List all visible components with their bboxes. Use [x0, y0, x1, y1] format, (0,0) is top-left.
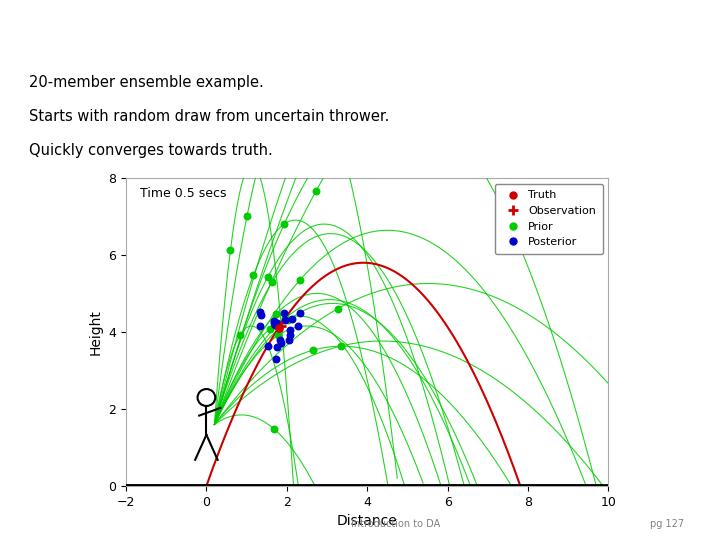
Point: [255, 310, 266, 319]
Point: [272, 331, 284, 340]
Point: [335, 342, 346, 350]
Point: [268, 316, 279, 325]
Point: [262, 273, 274, 281]
Text: Methods: Ensemble Kalman Filter: Methods: Ensemble Kalman Filter: [186, 25, 534, 45]
Point: [266, 278, 278, 286]
Point: [276, 339, 287, 347]
Point: [286, 315, 297, 323]
Point: [279, 314, 291, 322]
Point: [310, 186, 322, 195]
X-axis label: Distance: Distance: [337, 514, 397, 528]
Point: [284, 162, 295, 171]
Point: [254, 322, 266, 330]
Point: [273, 323, 284, 332]
Point: [282, 316, 294, 325]
Point: [275, 322, 287, 330]
Point: [284, 326, 296, 334]
Point: [278, 309, 289, 318]
Point: [234, 331, 246, 340]
Point: [270, 310, 282, 319]
Text: Quickly converges towards truth.: Quickly converges towards truth.: [29, 143, 272, 158]
Point: [307, 346, 319, 354]
Point: [333, 304, 344, 313]
Point: [241, 212, 253, 220]
Legend: Truth, Observation, Prior, Posterior: Truth, Observation, Prior, Posterior: [495, 184, 603, 254]
Text: 20-member ensemble example.: 20-member ensemble example.: [29, 75, 264, 90]
Point: [279, 316, 291, 325]
Point: [271, 319, 283, 328]
Point: [269, 425, 280, 434]
Point: [225, 246, 236, 255]
Point: [307, 129, 319, 138]
Point: [269, 318, 280, 327]
Point: [270, 355, 282, 363]
Point: [279, 220, 290, 228]
Point: [254, 308, 266, 316]
Point: [274, 335, 286, 344]
Point: [248, 271, 259, 280]
Text: Starts with random draw from uncertain thrower.: Starts with random draw from uncertain t…: [29, 109, 389, 124]
Point: [283, 336, 294, 345]
Point: [269, 321, 281, 330]
Point: [292, 322, 303, 330]
Text: Time 0.5 secs: Time 0.5 secs: [140, 187, 227, 200]
Y-axis label: Height: Height: [89, 309, 103, 355]
Point: [284, 330, 296, 339]
Point: [294, 308, 306, 317]
Point: [294, 276, 305, 285]
Point: [264, 324, 276, 333]
Text: Introduction to DA: Introduction to DA: [351, 519, 441, 529]
Point: [271, 342, 283, 351]
Text: pg 127: pg 127: [650, 519, 684, 529]
Point: [262, 341, 274, 350]
